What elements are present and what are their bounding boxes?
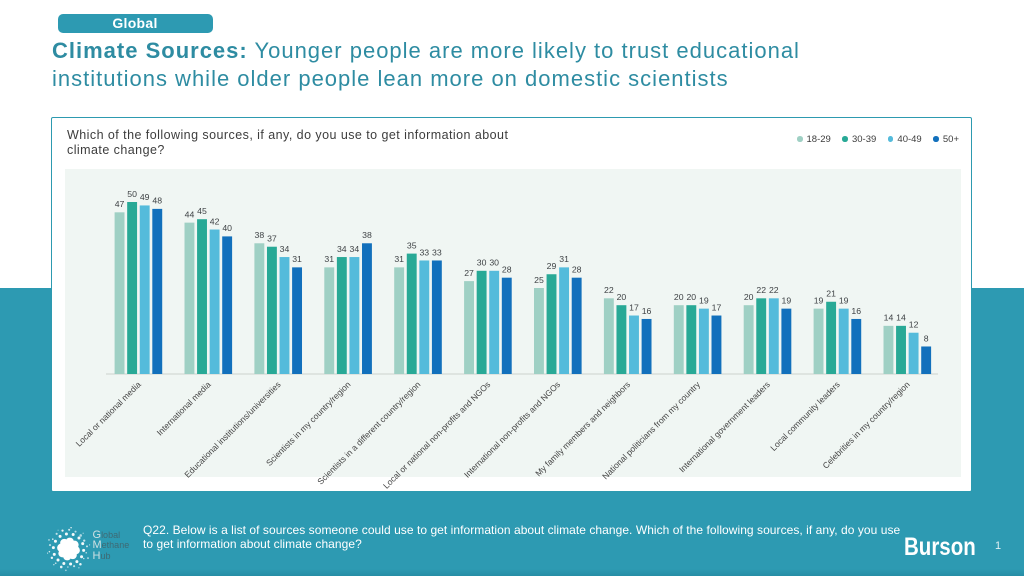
svg-text:34: 34 (280, 244, 290, 254)
svg-text:50: 50 (127, 189, 137, 199)
svg-text:49: 49 (140, 192, 150, 202)
svg-text:29: 29 (547, 261, 557, 271)
svg-text:16: 16 (851, 306, 861, 316)
svg-text:22: 22 (769, 285, 779, 295)
svg-text:22: 22 (756, 285, 766, 295)
svg-text:14: 14 (896, 313, 906, 323)
svg-text:19: 19 (839, 295, 849, 305)
svg-text:31: 31 (324, 254, 334, 264)
svg-text:42: 42 (210, 216, 220, 226)
svg-text:19: 19 (814, 295, 824, 305)
svg-text:28: 28 (572, 264, 582, 274)
svg-text:34: 34 (350, 244, 360, 254)
svg-text:38: 38 (362, 230, 372, 240)
svg-text:44: 44 (185, 209, 195, 219)
svg-text:21: 21 (826, 289, 836, 299)
svg-text:22: 22 (604, 285, 614, 295)
svg-text:20: 20 (686, 292, 696, 302)
svg-text:47: 47 (115, 199, 125, 209)
svg-text:33: 33 (432, 247, 442, 257)
svg-text:30: 30 (489, 258, 499, 268)
svg-text:28: 28 (502, 264, 512, 274)
svg-text:45: 45 (197, 206, 207, 216)
svg-text:31: 31 (292, 254, 302, 264)
svg-text:20: 20 (617, 292, 627, 302)
svg-text:8: 8 (924, 333, 929, 343)
svg-text:35: 35 (407, 240, 417, 250)
svg-text:40: 40 (222, 223, 232, 233)
svg-text:31: 31 (559, 254, 569, 264)
svg-text:25: 25 (534, 275, 544, 285)
svg-text:33: 33 (419, 247, 429, 257)
svg-text:31: 31 (394, 254, 404, 264)
svg-text:20: 20 (744, 292, 754, 302)
svg-text:14: 14 (884, 313, 894, 323)
svg-text:30: 30 (477, 258, 487, 268)
svg-text:19: 19 (782, 295, 792, 305)
svg-text:12: 12 (909, 320, 919, 330)
svg-text:16: 16 (642, 306, 652, 316)
svg-text:38: 38 (255, 230, 265, 240)
svg-text:37: 37 (267, 234, 277, 244)
svg-text:17: 17 (712, 302, 722, 312)
svg-text:17: 17 (629, 302, 639, 312)
svg-text:48: 48 (152, 196, 162, 206)
svg-text:20: 20 (674, 292, 684, 302)
svg-text:19: 19 (699, 295, 709, 305)
svg-text:27: 27 (464, 268, 474, 278)
svg-text:34: 34 (337, 244, 347, 254)
